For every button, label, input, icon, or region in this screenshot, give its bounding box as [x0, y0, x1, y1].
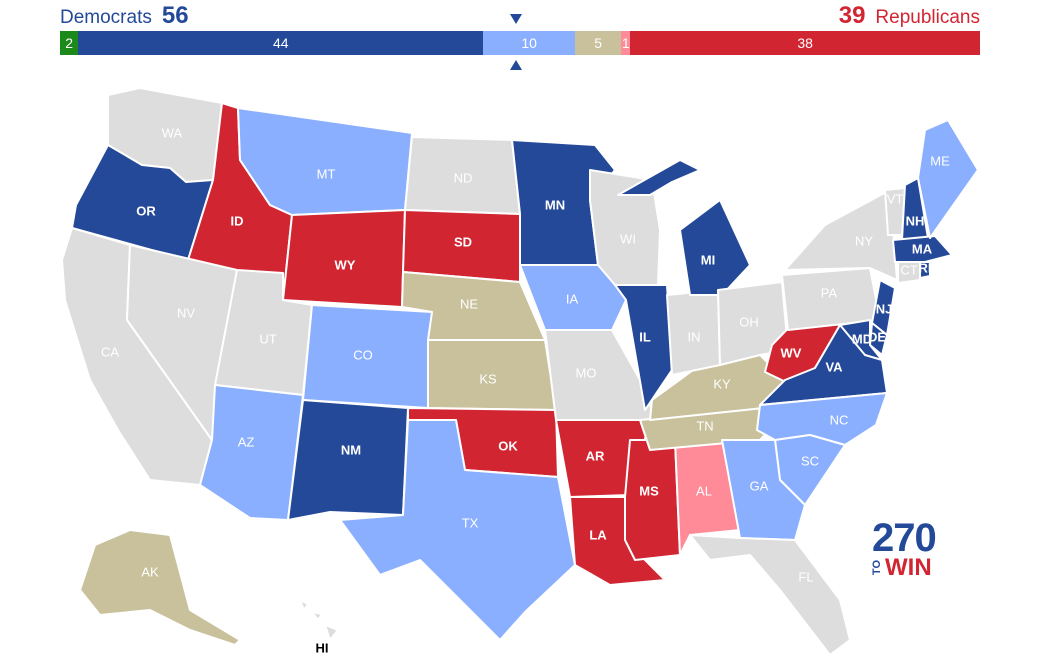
state-label-va: VA [825, 359, 843, 374]
logo-win: WIN [885, 554, 932, 581]
state-il[interactable] [614, 284, 673, 411]
logo-to: TO [871, 560, 883, 576]
state-label-nh: NH [906, 213, 925, 228]
majority-marker-bottom-icon [510, 60, 522, 70]
state-label-id: ID [231, 213, 244, 228]
state-label-in: IN [688, 329, 701, 344]
state-label-mi: MI [701, 252, 715, 267]
democrats-count: 56 [161, 2, 189, 29]
state-label-ma: MA [912, 241, 933, 256]
republicans-label: Republicans [875, 7, 980, 28]
state-label-la: LA [589, 527, 607, 542]
seat-bar-segment: 5 [575, 31, 622, 55]
state-label-fl: FL [798, 569, 813, 584]
state-ak[interactable] [79, 529, 241, 646]
state-label-mo: MO [576, 365, 597, 380]
state-me[interactable] [917, 119, 979, 239]
state-md[interactable] [839, 319, 883, 361]
state-label-ok: OK [498, 438, 518, 453]
state-label-ut: UT [259, 331, 276, 346]
state-label-ne: NE [460, 296, 478, 311]
state-label-ar: AR [586, 448, 605, 463]
state-tx[interactable] [339, 419, 576, 641]
state-ri[interactable] [919, 261, 931, 279]
state-label-pa: PA [821, 285, 838, 300]
state-label-hi: HI [316, 640, 329, 655]
seat-balance-bar: 2 44 10 5 1 38 [60, 31, 980, 55]
state-label-ga: GA [750, 478, 769, 493]
state-label-co: CO [353, 347, 373, 362]
state-label-vt: VT [887, 191, 904, 206]
logo-number: 270 [872, 516, 937, 560]
state-label-nd: ND [454, 170, 473, 185]
seat-bar-segment: 44 [78, 31, 484, 55]
state-label-il: IL [639, 329, 651, 344]
state-label-tx: TX [462, 515, 479, 530]
state-label-me: ME [930, 153, 950, 168]
state-ms[interactable] [624, 439, 681, 561]
seat-bar-segment: 10 [483, 31, 576, 55]
republicans-total: 39 Republicans [839, 2, 980, 30]
state-label-de: DE [868, 329, 886, 344]
state-label-ct: CT [900, 262, 917, 277]
state-label-wv: WV [781, 345, 802, 360]
republicans-count: 39 [838, 2, 866, 29]
state-label-wy: WY [335, 257, 356, 272]
seat-bar-segment: 38 [630, 31, 980, 55]
state-ct[interactable] [897, 261, 921, 284]
state-label-oh: OH [739, 314, 759, 329]
state-mi[interactable] [617, 159, 751, 296]
state-label-ak: AK [141, 564, 159, 579]
state-label-tn: TN [696, 418, 713, 433]
state-label-md: MD [852, 331, 872, 346]
state-label-mn: MN [545, 197, 565, 212]
state-label-ca: CA [101, 344, 119, 359]
state-label-wi: WI [620, 231, 636, 246]
state-ia[interactable] [519, 264, 627, 331]
state-label-nv: NV [177, 305, 195, 320]
state-fl[interactable] [689, 534, 851, 656]
state-label-al: AL [696, 483, 712, 498]
majority-marker-top-icon [510, 14, 522, 24]
state-az[interactable] [199, 384, 304, 521]
state-label-ms: MS [639, 483, 659, 498]
state-ny[interactable] [784, 189, 898, 281]
state-label-mt: MT [317, 166, 336, 181]
state-label-ri: RI [919, 260, 932, 275]
seat-bar-segment: 1 [621, 31, 631, 55]
state-label-az: AZ [238, 434, 255, 449]
state-ma[interactable] [892, 235, 953, 263]
state-label-sd: SD [454, 234, 472, 249]
state-label-ks: KS [479, 371, 497, 386]
state-label-or: OR [136, 203, 156, 218]
state-nm[interactable] [287, 399, 409, 521]
270towin-logo: 270 TO WIN [871, 516, 944, 581]
state-label-nm: NM [341, 442, 361, 457]
democrats-label: Democrats [60, 7, 152, 28]
state-label-ky: KY [713, 376, 731, 391]
democrats-total: Democrats 56 [60, 2, 189, 30]
state-label-ia: IA [566, 291, 579, 306]
state-label-nc: NC [830, 412, 849, 427]
state-label-ny: NY [855, 233, 873, 248]
state-hi[interactable] [299, 599, 339, 641]
state-label-wa: WA [162, 125, 183, 140]
seat-bar-segment: 2 [60, 31, 79, 55]
state-label-sc: SC [801, 453, 819, 468]
state-label-nj: NJ [876, 301, 893, 316]
